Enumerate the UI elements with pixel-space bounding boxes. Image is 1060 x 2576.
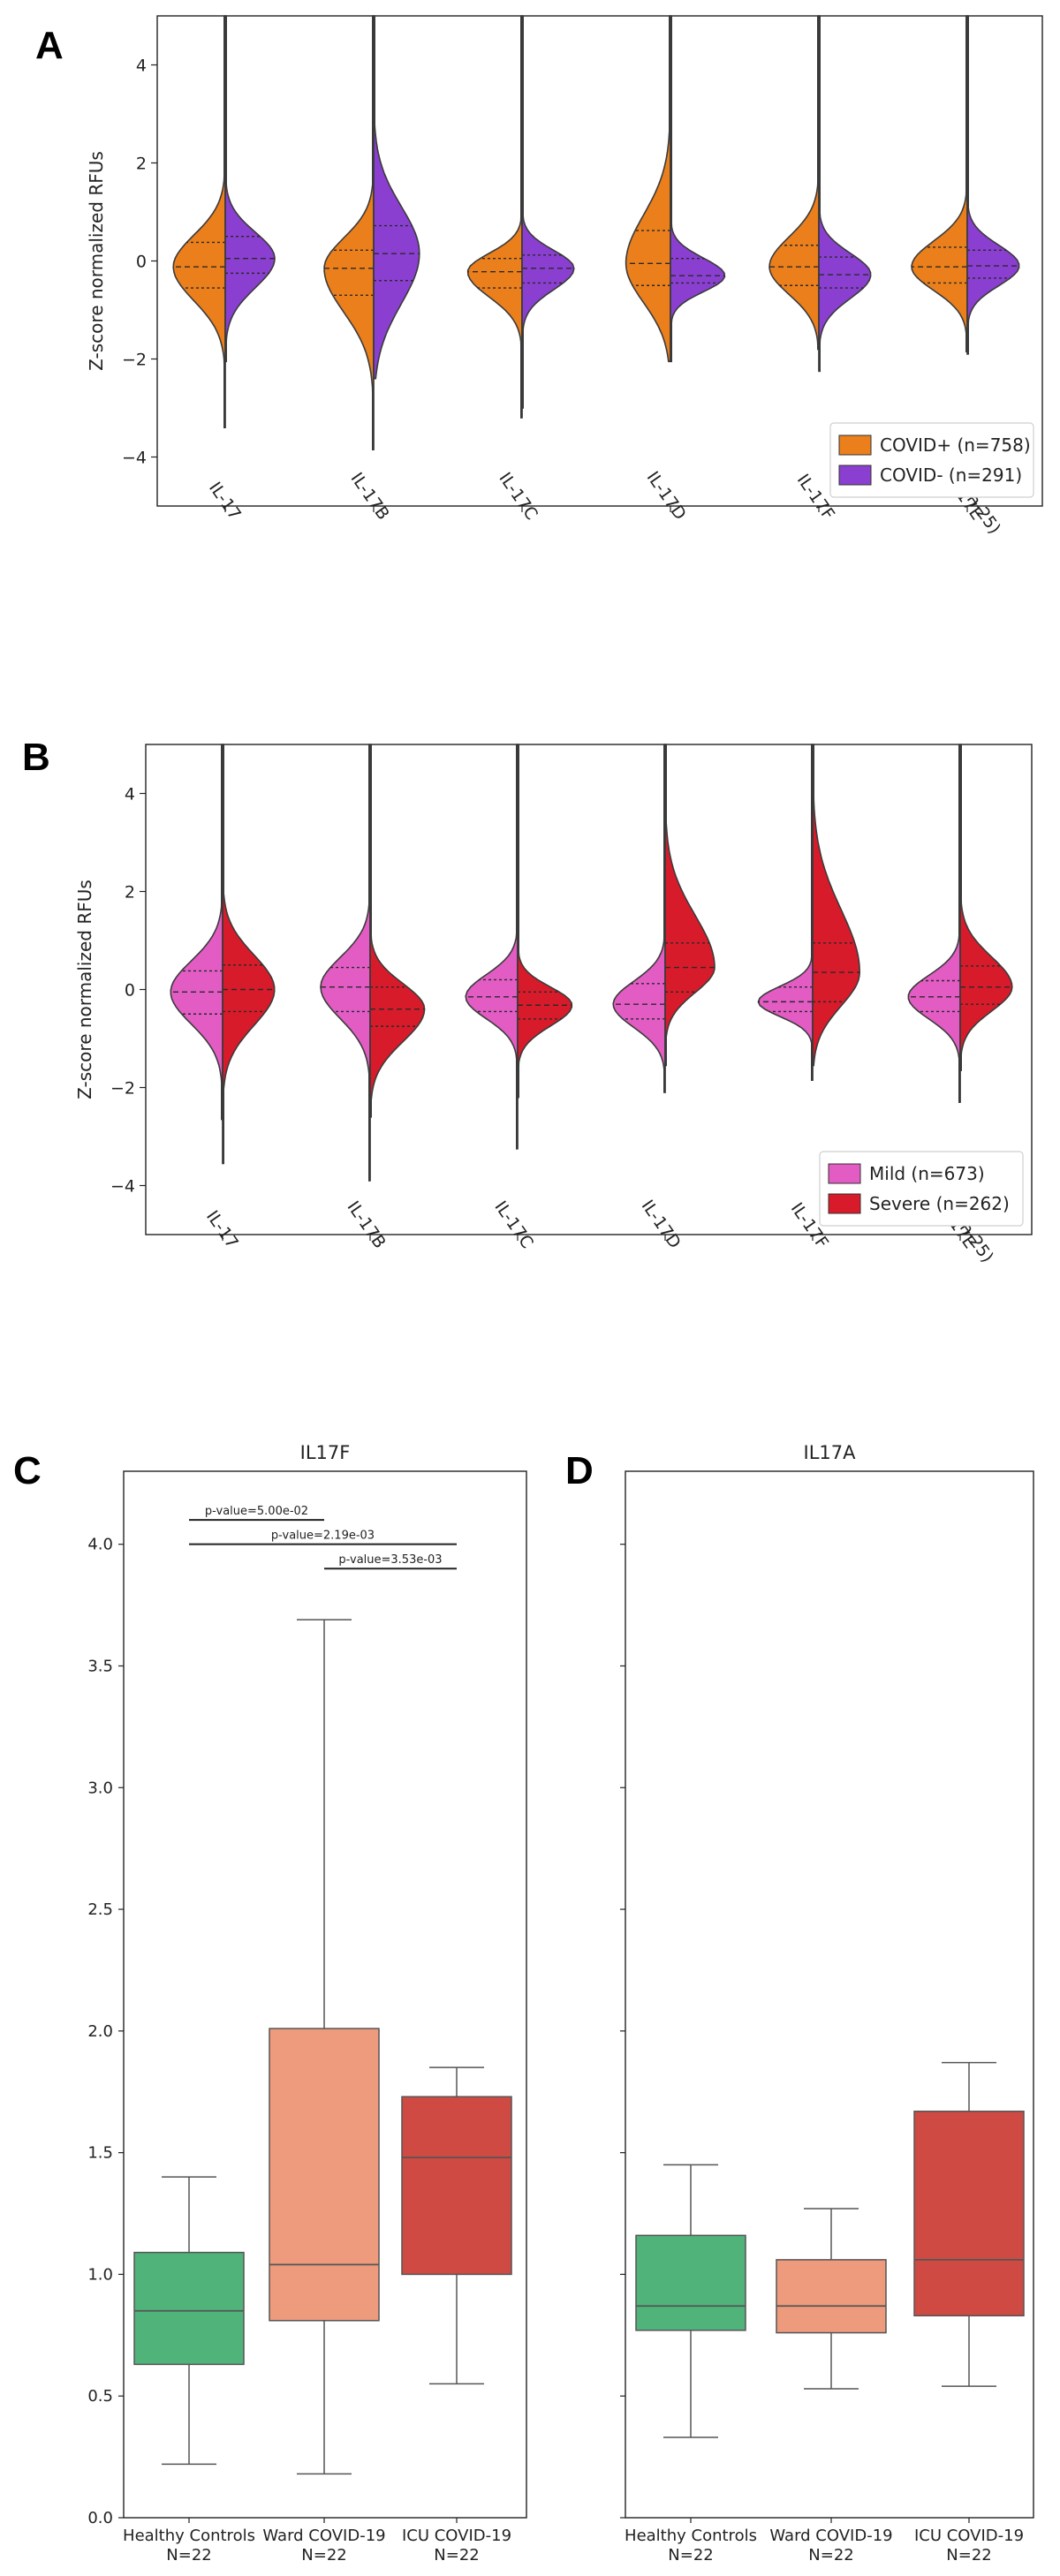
plot-frame bbox=[123, 1470, 527, 2519]
panel-letter-B: B bbox=[22, 736, 50, 779]
box bbox=[776, 2259, 887, 2334]
x-tick-label: IL-17C bbox=[495, 469, 541, 524]
violin-panel-A: A −4 −2 0 2 4 Z-score normalized RFUs IL-17 IL-1… bbox=[35, 15, 1043, 538]
x-tick-label: IL-17 bbox=[205, 479, 245, 524]
x-tick-label: N=22 bbox=[668, 2546, 713, 2565]
y-tick-label: −4 bbox=[110, 1177, 135, 1197]
legend-box bbox=[829, 422, 1034, 498]
x-tick-label: IL-17C bbox=[490, 1197, 537, 1252]
y-tick-label: 2.0 bbox=[87, 2022, 113, 2041]
box bbox=[401, 2096, 512, 2276]
legend-label: COVID- (n=291) bbox=[880, 465, 1022, 486]
x-tick-label: IL-17B bbox=[344, 1197, 390, 1252]
y-tick-label: 1.5 bbox=[87, 2144, 113, 2163]
y-tick-label: 4 bbox=[125, 785, 135, 805]
y-tick-label: 3.0 bbox=[87, 1779, 113, 1797]
y-tick-label: −2 bbox=[110, 1079, 135, 1099]
x-tick-label: Ward COVID-19 bbox=[769, 2527, 892, 2545]
y-tick-label: 0.5 bbox=[87, 2387, 113, 2406]
legend-swatch bbox=[828, 1193, 861, 1214]
violin-half-left bbox=[911, 15, 968, 353]
violin-half-right bbox=[959, 744, 1013, 1071]
y-tick-label: 4 bbox=[136, 57, 147, 76]
violin-half-right bbox=[373, 15, 420, 380]
x-tick-label: Ward COVID-19 bbox=[262, 2527, 385, 2545]
y-tick-label: 0 bbox=[125, 981, 135, 1001]
violin-half-left bbox=[170, 744, 223, 1121]
legend-label: Mild (n=673) bbox=[869, 1163, 985, 1184]
violin-half-right bbox=[664, 744, 716, 1067]
y-tick-label: 2 bbox=[125, 883, 135, 903]
plot-title: IL17F bbox=[300, 1442, 351, 1463]
violin-half-right bbox=[818, 15, 872, 373]
violin-half-right bbox=[369, 744, 426, 1118]
box bbox=[913, 2111, 1025, 2317]
legend-swatch bbox=[838, 434, 872, 456]
plot-title: IL17A bbox=[804, 1442, 857, 1463]
y-axis-label: Z-score normalized RFUs bbox=[74, 880, 95, 1099]
violin-half-left bbox=[320, 744, 371, 1182]
x-tick-label: N=22 bbox=[808, 2546, 853, 2565]
x-tick-label: Healthy Controls bbox=[625, 2527, 757, 2545]
legend-box bbox=[819, 1151, 1024, 1227]
violin-panel-B: B −4 −2 0 2 4 Z-score normalized RFUs IL-17 IL-1… bbox=[22, 736, 1033, 1266]
panel-letter-D: D bbox=[565, 1449, 594, 1492]
y-tick-label: 3.5 bbox=[87, 1657, 113, 1675]
y-tick-label: 2.5 bbox=[87, 1900, 113, 1919]
violin-half-right bbox=[670, 15, 726, 363]
legend-label: COVID+ (n=758) bbox=[880, 434, 1031, 456]
x-tick-label: N=22 bbox=[946, 2546, 991, 2565]
x-tick-label: N=22 bbox=[301, 2546, 346, 2565]
box bbox=[133, 2251, 245, 2366]
violin-half-right bbox=[224, 15, 276, 363]
violin-half-right bbox=[812, 744, 861, 1067]
y-tick-label: 1.0 bbox=[87, 2265, 113, 2284]
x-tick-label: ICU COVID-19 bbox=[914, 2527, 1024, 2545]
violin-half-left bbox=[757, 744, 814, 1082]
x-tick-label: ICU COVID-19 bbox=[402, 2527, 511, 2545]
significance-label: p-value=3.53e-03 bbox=[338, 1553, 442, 1567]
panel-letter-C: C bbox=[13, 1449, 42, 1492]
violin-half-left bbox=[907, 744, 961, 1104]
violin-half-left bbox=[466, 15, 523, 419]
violin-half-left bbox=[323, 15, 375, 451]
x-tick-label: IL-17B bbox=[347, 469, 393, 524]
x-tick-label: Healthy Controls bbox=[123, 2527, 255, 2545]
legend-label: Severe (n=262) bbox=[869, 1193, 1010, 1214]
y-tick-label: 4.0 bbox=[87, 1536, 113, 1554]
x-tick-label: N=22 bbox=[166, 2546, 211, 2565]
violin-half-right bbox=[966, 15, 1020, 355]
plot-frame bbox=[625, 1470, 1034, 2519]
y-tick-label: −4 bbox=[122, 449, 147, 468]
y-axis-label: Z-score normalized RFUs bbox=[86, 151, 107, 371]
significance-label: p-value=2.19e-03 bbox=[271, 1530, 375, 1543]
y-tick-label: 2 bbox=[136, 155, 147, 174]
violin-half-left bbox=[172, 15, 226, 428]
violin-half-left bbox=[612, 744, 666, 1093]
y-tick-label: 0 bbox=[136, 253, 147, 272]
x-tick-label: IL-17 bbox=[202, 1207, 242, 1252]
x-tick-label: IL-17D bbox=[643, 468, 690, 524]
violin-half-right bbox=[521, 15, 575, 409]
violin-half-left bbox=[465, 744, 519, 1150]
significance-label: p-value=5.00e-02 bbox=[205, 1505, 308, 1518]
legend-swatch bbox=[828, 1163, 861, 1184]
violin-half-right bbox=[222, 744, 276, 1165]
box-panel-C: C IL17F 0.0 0.5 1.0 1.5 2.0 2.5 3.0 3.5 4.0 Healthy… bbox=[13, 1442, 527, 2565]
y-tick-label: 0.0 bbox=[87, 2509, 113, 2527]
y-tick-label: −2 bbox=[122, 351, 147, 370]
x-tick-label: N=22 bbox=[434, 2546, 479, 2565]
x-tick-label: IL-17D bbox=[638, 1197, 685, 1252]
legend-swatch bbox=[838, 465, 872, 486]
panel-letter-A: A bbox=[35, 24, 64, 67]
box bbox=[269, 2028, 380, 2322]
violin-half-left bbox=[768, 15, 820, 351]
violin-half-left bbox=[625, 15, 671, 363]
violin-half-right bbox=[517, 744, 573, 1099]
box bbox=[635, 2234, 746, 2331]
